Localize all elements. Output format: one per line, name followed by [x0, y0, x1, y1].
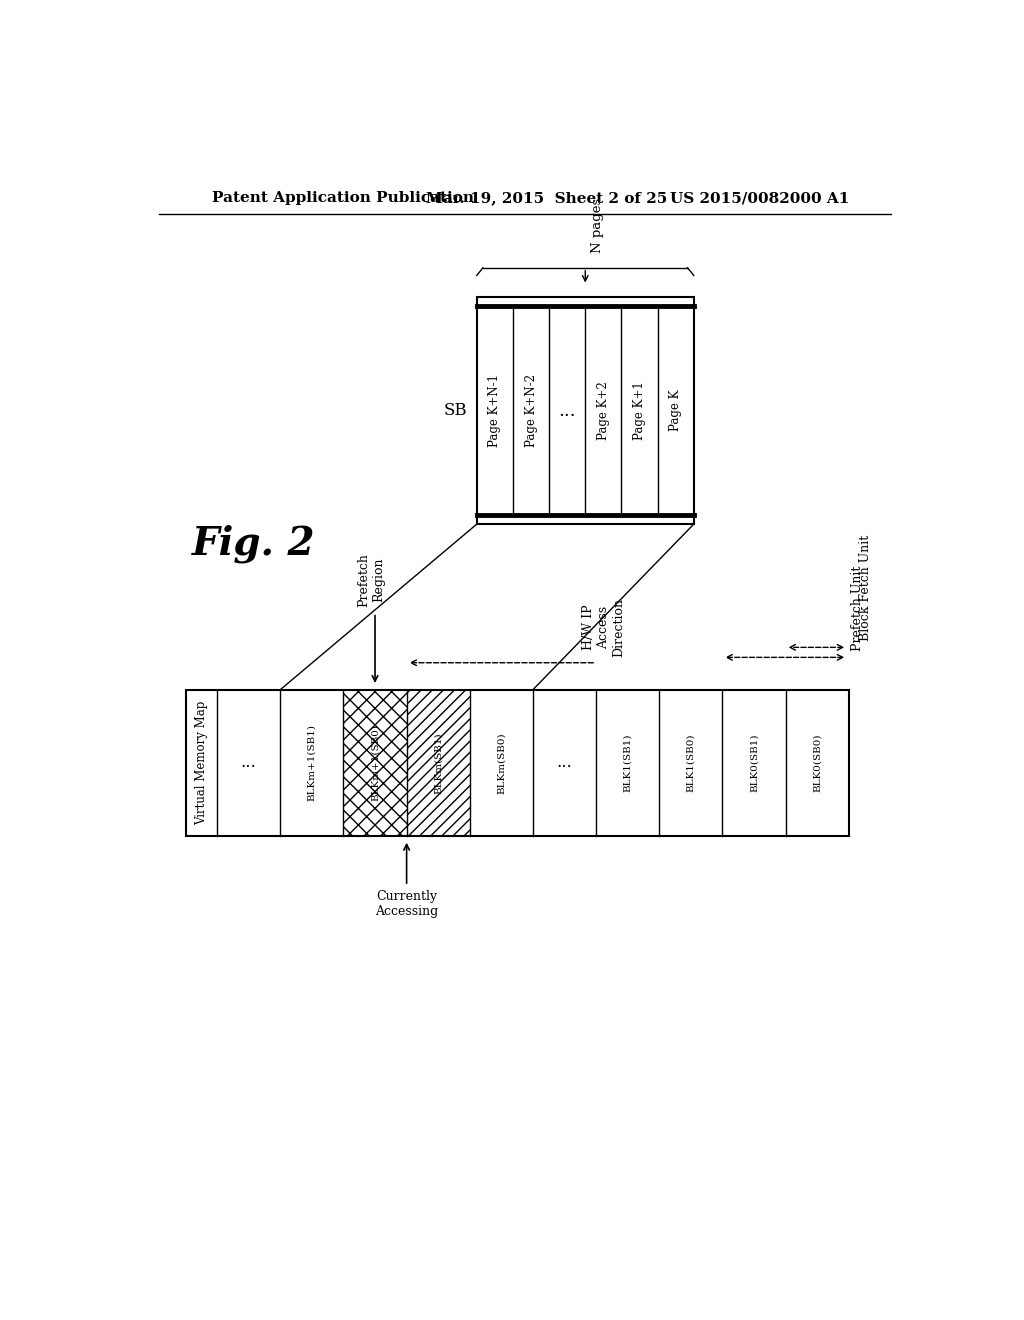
Text: Mar. 19, 2015  Sheet 2 of 25: Mar. 19, 2015 Sheet 2 of 25 — [426, 191, 668, 206]
Text: Prefetch Unit: Prefetch Unit — [851, 566, 864, 651]
Text: Page K: Page K — [669, 389, 682, 432]
Text: BLKm(SB0): BLKm(SB0) — [497, 733, 506, 793]
Text: Currently
Accessing: Currently Accessing — [375, 890, 438, 917]
Text: ...: ... — [558, 401, 575, 420]
Text: N pages: N pages — [592, 198, 604, 253]
Text: Block Fetch Unit: Block Fetch Unit — [859, 535, 871, 642]
Text: Page K+2: Page K+2 — [597, 381, 610, 440]
Text: BLK0(SB1): BLK0(SB1) — [750, 734, 759, 792]
Text: Patent Application Publication: Patent Application Publication — [212, 191, 474, 206]
Text: ...: ... — [557, 754, 572, 771]
Text: Fig. 2: Fig. 2 — [191, 524, 315, 562]
Bar — [477, 297, 693, 524]
Text: H/W IP
Access
Direction: H/W IP Access Direction — [583, 598, 626, 656]
Text: US 2015/0082000 A1: US 2015/0082000 A1 — [671, 191, 850, 206]
Text: Prefetch
Region: Prefetch Region — [357, 553, 385, 607]
Bar — [343, 689, 407, 836]
Text: BLK0(SB0): BLK0(SB0) — [813, 734, 821, 792]
Bar — [407, 689, 470, 836]
Text: SB: SB — [443, 403, 467, 418]
Text: BLK1(SB0): BLK1(SB0) — [686, 734, 695, 792]
Bar — [186, 689, 849, 836]
Text: BLKm+1(SB1): BLKm+1(SB1) — [307, 725, 316, 801]
Text: BLKm(SB1): BLKm(SB1) — [434, 733, 442, 793]
Text: Page K+1: Page K+1 — [633, 381, 646, 440]
Text: Page K+N-2: Page K+N-2 — [524, 374, 538, 447]
Text: Page K+N-1: Page K+N-1 — [488, 374, 502, 447]
Text: BLKm+1(SB0): BLKm+1(SB0) — [371, 725, 380, 801]
Text: ...: ... — [241, 754, 257, 771]
Text: BLK1(SB1): BLK1(SB1) — [624, 734, 632, 792]
Text: Virtual Memory Map: Virtual Memory Map — [196, 701, 208, 825]
